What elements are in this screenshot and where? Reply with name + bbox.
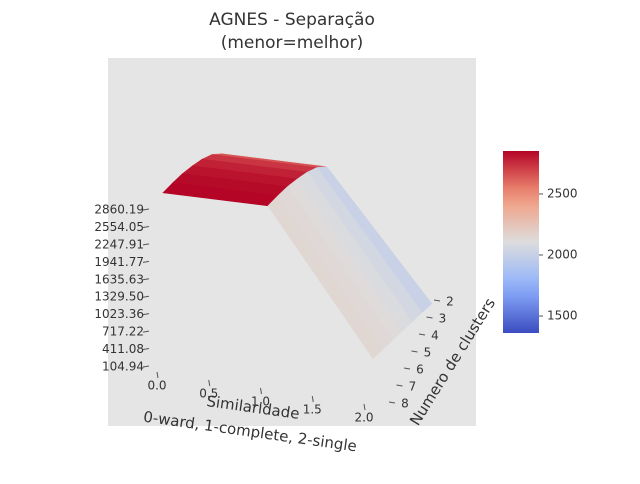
plot-background bbox=[108, 58, 476, 426]
colorbar bbox=[503, 151, 539, 333]
y-tick-label: 7 bbox=[409, 380, 417, 394]
y-tick bbox=[426, 316, 433, 319]
z-tick-label: 411.08 bbox=[102, 342, 144, 356]
x-tick bbox=[208, 379, 211, 387]
z-tick-label: 104.94 bbox=[102, 360, 144, 374]
z-tick bbox=[142, 208, 150, 211]
z-tick bbox=[142, 348, 150, 351]
y-tick-label: 2 bbox=[446, 295, 454, 309]
surface-patch bbox=[267, 195, 384, 359]
z-tick bbox=[142, 243, 150, 246]
y-tick bbox=[411, 350, 418, 353]
colorbar-tick-label: 2500 bbox=[547, 186, 578, 200]
z-tick-label: 2247.91 bbox=[94, 237, 144, 251]
x-tick-label: 1.0 bbox=[251, 395, 270, 409]
z-tick-label: 1635.63 bbox=[94, 272, 144, 286]
y-tick bbox=[403, 367, 411, 370]
y-tick bbox=[396, 384, 403, 387]
z-tick bbox=[142, 330, 150, 333]
x-tick-label: 1.5 bbox=[303, 403, 322, 417]
z-tick-label: 2860.19 bbox=[94, 203, 144, 217]
x-tick bbox=[156, 371, 159, 379]
y-tick-label: 8 bbox=[401, 397, 409, 411]
chart-title: (menor=melhor) bbox=[221, 33, 364, 53]
y-tick bbox=[433, 299, 441, 302]
z-tick-label: 717.22 bbox=[102, 325, 144, 339]
x-tick bbox=[311, 395, 314, 403]
z-tick bbox=[142, 365, 150, 368]
colorbar-tick-label: 2000 bbox=[547, 248, 578, 262]
x-tick-label: 2.0 bbox=[354, 411, 373, 425]
y-tick-label: 6 bbox=[416, 363, 424, 377]
y-tick-label: 4 bbox=[431, 329, 439, 343]
x-tick-label: 0.5 bbox=[199, 387, 218, 401]
z-tick-label: 1023.36 bbox=[94, 307, 144, 321]
y-tick bbox=[388, 401, 396, 404]
z-tick-label: 2554.05 bbox=[94, 220, 144, 234]
y-tick-label: 3 bbox=[439, 312, 447, 326]
chart-title: AGNES - Separação bbox=[209, 10, 375, 30]
y-tick bbox=[418, 333, 426, 336]
z-tick bbox=[142, 225, 150, 228]
y-tick-label: 5 bbox=[424, 346, 432, 360]
z-tick bbox=[142, 295, 150, 298]
z-tick bbox=[142, 313, 150, 316]
colorbar-tick-label: 1500 bbox=[547, 309, 578, 323]
x-tick bbox=[363, 403, 366, 411]
z-tick-label: 1941.77 bbox=[94, 255, 144, 269]
z-tick bbox=[142, 278, 150, 281]
z-tick bbox=[142, 260, 150, 263]
x-tick bbox=[260, 387, 262, 395]
x-tick-label: 0.0 bbox=[147, 379, 166, 393]
z-tick-label: 1329.50 bbox=[94, 290, 144, 304]
